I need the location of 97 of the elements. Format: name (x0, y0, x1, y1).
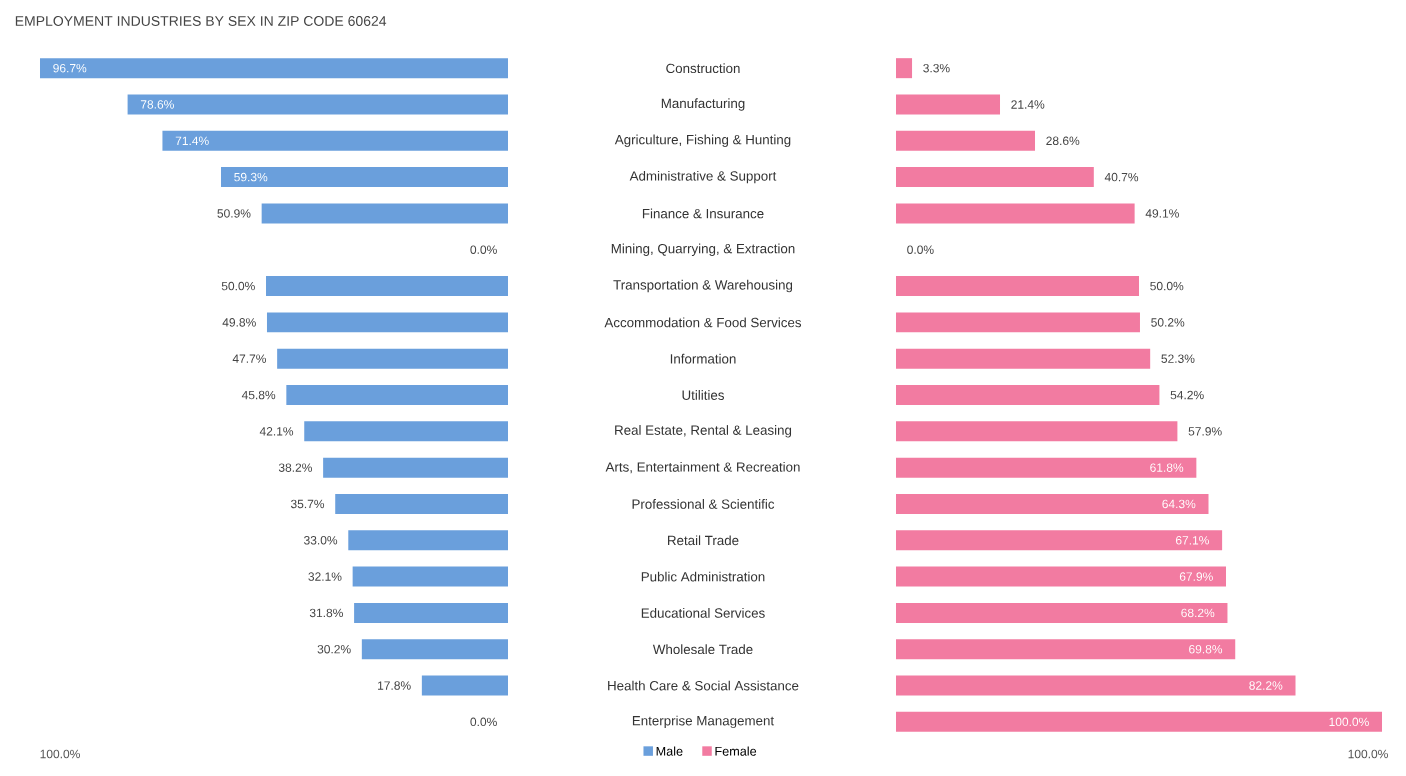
y-tick-label: Wholesale Trade (652, 644, 753, 655)
data-label: 50.0% (221, 281, 255, 291)
bar (896, 167, 1094, 188)
bar (221, 167, 508, 188)
bar (896, 602, 1228, 623)
data-label: 31.8% (309, 608, 343, 618)
data-label: 96.7% (53, 63, 87, 73)
bar (896, 639, 1236, 660)
y-tick-label: Utilities (682, 390, 724, 400)
data-label: 30.2% (317, 644, 351, 654)
chart-title: EMPLOYMENT INDUSTRIES BY SEX IN ZIP CODE 60624 (15, 16, 387, 26)
y-tick-label: Educational Services (641, 608, 765, 618)
y-tick-label: Finance & Insurance (642, 208, 764, 219)
y-tick-label: Agriculture, Fishing & Hunting (614, 134, 791, 147)
bar (896, 276, 1140, 297)
bar (266, 276, 508, 297)
bar (896, 203, 1135, 224)
bar (277, 348, 508, 369)
y-tick-label: Transportation & Warehousing (613, 279, 793, 293)
data-label: 0.0% (907, 245, 934, 254)
data-label: 33.0% (304, 536, 338, 545)
data-label: 52.3% (1161, 354, 1195, 363)
data-label: 50.9% (217, 209, 251, 218)
data-label: 71.4% (175, 136, 209, 145)
bar (323, 457, 508, 478)
bar (40, 58, 508, 79)
bar (286, 385, 508, 406)
data-label: 0.0% (470, 245, 497, 254)
text: 100.0% (40, 749, 80, 759)
bar (261, 203, 508, 224)
data-label: 59.3% (234, 172, 268, 182)
bar (896, 94, 1001, 115)
bar (896, 675, 1296, 696)
data-label: 100.0% (1329, 717, 1369, 727)
bar (348, 530, 508, 551)
data-label: 68.2% (1181, 608, 1215, 618)
data-label: 28.6% (1046, 136, 1080, 146)
data-label: 49.1% (1145, 209, 1179, 218)
data-label: 45.8% (241, 390, 276, 400)
data-label: 54.2% (1170, 390, 1204, 400)
y-tick-label: Public Administration (641, 571, 765, 582)
bar (896, 457, 1197, 478)
bar (896, 493, 1209, 514)
y-tick-label: Accommodation & Food Services (604, 317, 802, 328)
data-label: 17.8% (378, 681, 411, 690)
bar (896, 421, 1178, 442)
data-label: 78.6% (140, 100, 174, 109)
data-label: 42.1% (259, 427, 294, 436)
data-label: 67.9% (1179, 572, 1213, 581)
data-label: 3.3% (923, 63, 950, 73)
data-label: 32.1% (308, 572, 342, 581)
data-label: 57.9% (1188, 427, 1222, 436)
bar (266, 312, 508, 333)
bar (127, 94, 508, 115)
legend-label: Male (656, 746, 683, 756)
data-label: 38.2% (278, 463, 312, 472)
y-tick-label: Enterprise Management (632, 715, 775, 729)
bar (896, 530, 1223, 551)
data-label: 49.8% (222, 318, 256, 327)
bar (896, 312, 1140, 333)
y-tick-label: Retail Trade (668, 535, 739, 546)
y-tick-label: Manufacturing (661, 98, 745, 111)
data-label: 40.7% (1104, 172, 1139, 182)
y-tick-label: Arts, Entertainment & Recreation (605, 461, 800, 474)
data-label: 82.2% (1249, 681, 1283, 690)
y-tick-label: Administrative & Support (629, 170, 777, 184)
bar (361, 639, 508, 660)
bar (352, 566, 508, 587)
bar (335, 493, 508, 514)
data-label: 69.8% (1189, 644, 1223, 654)
y-tick-label: Mining, Quarrying, & Extraction (611, 243, 795, 256)
data-label: 21.4% (1011, 100, 1045, 109)
bar (896, 130, 1036, 151)
data-label: 61.8% (1150, 463, 1184, 472)
y-tick-label: Information (670, 353, 736, 364)
data-label: 50.0% (1150, 281, 1184, 291)
data-label: 47.7% (232, 354, 267, 363)
legend-label: Female (715, 746, 757, 756)
bar (896, 348, 1151, 369)
bar (896, 58, 913, 79)
bar (896, 566, 1226, 587)
bar (896, 385, 1160, 406)
y-tick-label: Real Estate, Rental & Leasing (615, 425, 792, 438)
y-tick-label: Health Care & Social Assistance (608, 680, 799, 691)
bar (354, 602, 508, 623)
y-tick-label: Construction (666, 63, 740, 74)
data-label: 0.0% (470, 717, 497, 727)
text: 100.0% (1348, 749, 1388, 759)
bar (162, 130, 508, 151)
data-label: 35.7% (290, 499, 325, 509)
data-label: 50.2% (1151, 318, 1185, 327)
bar (421, 675, 508, 696)
y-tick-label: Professional & Scientific (632, 499, 775, 509)
bar (896, 711, 1383, 732)
data-label: 64.3% (1162, 499, 1196, 509)
bar (304, 421, 508, 442)
data-label: 67.1% (1175, 536, 1209, 545)
